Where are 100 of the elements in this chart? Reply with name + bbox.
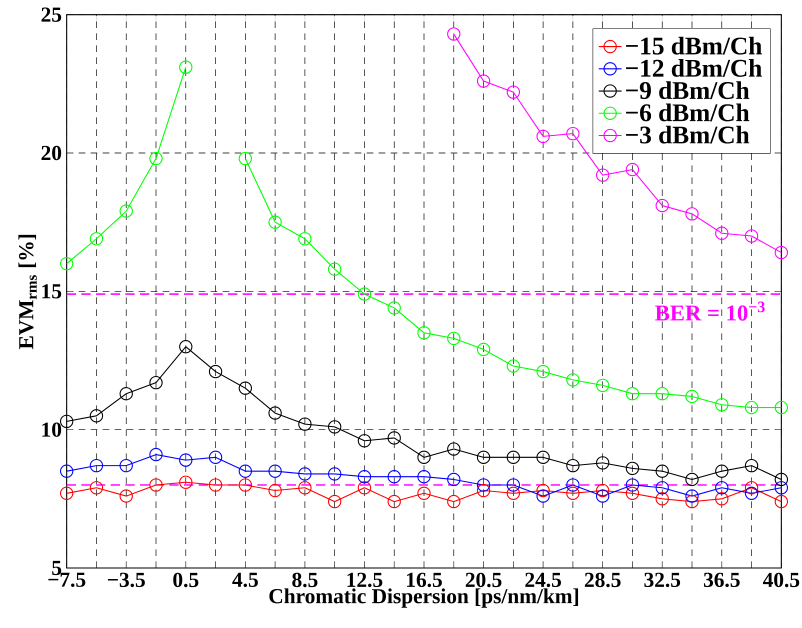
point xyxy=(328,467,342,481)
x-tick-label: 4.5 xyxy=(232,572,258,588)
point xyxy=(476,342,490,356)
point xyxy=(476,450,490,464)
point xyxy=(656,387,669,400)
point xyxy=(90,481,104,494)
y-tick-label: 25 xyxy=(42,8,62,22)
point xyxy=(715,398,728,412)
point xyxy=(179,340,192,354)
point xyxy=(358,287,372,301)
point xyxy=(596,168,610,182)
point xyxy=(447,472,460,486)
point xyxy=(656,198,669,212)
point xyxy=(506,359,520,373)
point xyxy=(656,464,669,478)
point xyxy=(208,450,222,464)
point xyxy=(656,492,669,506)
x-tick-label: 40.5 xyxy=(762,572,800,588)
point xyxy=(60,256,74,270)
point xyxy=(715,481,728,494)
y-tick-label: 10 xyxy=(42,422,62,437)
point xyxy=(596,378,610,392)
point xyxy=(298,232,312,246)
point xyxy=(388,470,401,484)
x-tick-label: 36.5 xyxy=(704,572,740,588)
point xyxy=(506,85,520,99)
point xyxy=(626,162,640,176)
point xyxy=(417,470,431,484)
x-tick-label: 0.5 xyxy=(173,572,198,588)
x-tick-label: 16.5 xyxy=(407,572,442,588)
point xyxy=(417,486,431,500)
point xyxy=(120,489,133,503)
point xyxy=(60,414,74,428)
x-tick-label: 24.5 xyxy=(525,572,562,588)
point xyxy=(417,450,431,464)
point xyxy=(149,448,163,462)
y-axis-title: EVM$_{rms}$ [%] xyxy=(18,234,37,350)
point xyxy=(774,472,788,486)
x-tick-label: −3.5 xyxy=(108,572,145,588)
annotation: BER = 10$^{−3}$ xyxy=(655,302,765,321)
point xyxy=(715,226,728,240)
point xyxy=(506,450,520,464)
point xyxy=(238,152,252,166)
point xyxy=(744,458,758,472)
point xyxy=(447,442,460,456)
point xyxy=(328,420,342,434)
point xyxy=(447,332,460,346)
point xyxy=(90,232,104,246)
point xyxy=(685,390,699,404)
point xyxy=(536,489,550,503)
point xyxy=(715,492,728,506)
point xyxy=(566,126,580,140)
legend-label: −6 dBm/Ch xyxy=(626,104,750,122)
x-tick-label: 28.5 xyxy=(584,572,621,588)
point xyxy=(238,464,252,478)
point xyxy=(626,462,640,476)
point xyxy=(268,464,282,478)
legend-label: −9 dBm/Ch xyxy=(626,81,750,100)
point xyxy=(447,27,460,41)
point xyxy=(268,406,282,420)
point xyxy=(744,486,758,500)
point xyxy=(596,484,610,498)
point xyxy=(417,326,431,340)
point xyxy=(476,478,490,492)
point xyxy=(476,74,490,88)
point xyxy=(774,400,788,414)
point xyxy=(388,431,401,445)
x-tick-label: 8.5 xyxy=(292,572,318,588)
point xyxy=(298,467,312,481)
point xyxy=(744,481,758,494)
point xyxy=(536,130,550,144)
point xyxy=(328,494,342,508)
point xyxy=(536,450,550,464)
legend-label: −15 dBm/Ch xyxy=(626,36,762,55)
point xyxy=(238,478,252,492)
point xyxy=(506,478,520,492)
x-tick-label: 20.5 xyxy=(466,572,502,588)
legend-label: −3 dBm/Ch xyxy=(626,126,750,144)
point xyxy=(298,417,312,431)
point xyxy=(268,215,282,229)
point xyxy=(149,152,163,166)
point xyxy=(596,489,610,503)
point xyxy=(536,484,550,498)
x-axis-title: Chromatic Dispersion [ps/nm/km] xyxy=(269,588,578,608)
point xyxy=(358,434,372,448)
point xyxy=(626,486,640,500)
point xyxy=(685,472,699,486)
point xyxy=(208,364,222,378)
point xyxy=(744,400,758,414)
point xyxy=(238,381,252,395)
point xyxy=(179,60,192,74)
point xyxy=(447,494,460,508)
point xyxy=(179,453,192,467)
point xyxy=(328,262,342,276)
point xyxy=(60,464,74,478)
point xyxy=(388,301,401,315)
point xyxy=(744,229,758,243)
point xyxy=(566,373,580,387)
point xyxy=(566,478,580,492)
point xyxy=(149,376,163,390)
